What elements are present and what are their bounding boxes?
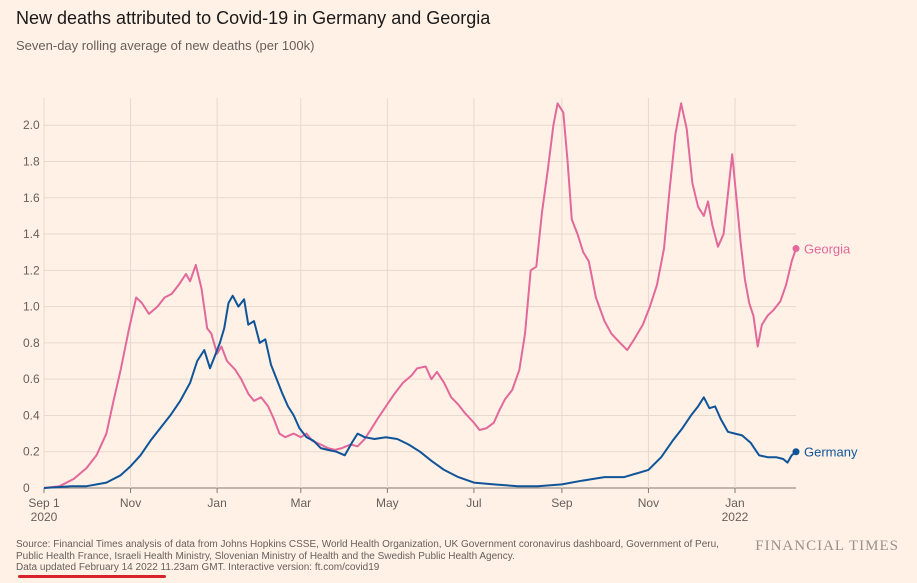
x-tick-label: Jan — [207, 496, 226, 510]
series-line-germany — [43, 294, 797, 489]
ft-logo: FINANCIAL TIMES — [755, 538, 899, 554]
x-tick-label: Mar — [290, 496, 311, 510]
x-tick-label: May — [376, 496, 399, 510]
y-tick-label: 0.8 — [23, 336, 40, 350]
underline-highlight — [18, 575, 166, 578]
series-lines — [43, 102, 797, 489]
series-label-georgia: Georgia — [804, 242, 851, 257]
y-tick-label: 1.6 — [23, 191, 40, 205]
y-tick-label: 1.0 — [23, 300, 40, 314]
chart-subtitle: Seven-day rolling average of new deaths … — [16, 38, 315, 53]
y-tick-label: 0.2 — [23, 445, 40, 459]
y-tick-label: 1.8 — [23, 154, 40, 168]
y-tick-label: 0.6 — [23, 372, 40, 386]
y-axis: 0 0.2 0.4 0.6 0.8 1.0 1.2 1.4 1.6 1.8 2.0 — [23, 118, 40, 495]
x-tick-label: Sep — [551, 496, 573, 510]
x-tick-label: Jul — [466, 496, 481, 510]
series-end-dot-georgia — [792, 245, 800, 253]
series-labels: Georgia Germany — [792, 242, 858, 460]
y-tick-label: 0.4 — [23, 408, 40, 422]
x-tick-year-label: 2020 — [31, 510, 58, 524]
data-updated-note: Data updated February 14 2022 11.23am GM… — [16, 562, 380, 573]
grid — [43, 98, 796, 489]
y-tick-label: 0 — [23, 481, 30, 495]
series-label-germany: Germany — [804, 445, 858, 460]
y-tick-label: 1.2 — [23, 263, 40, 277]
x-tick-label: Nov — [120, 496, 141, 510]
x-tick-year-label: 2022 — [722, 510, 749, 524]
source-note: Source: Financial Times analysis of data… — [16, 539, 719, 562]
series-end-dot-germany — [792, 448, 800, 456]
x-tick-label: Sep 1 — [28, 496, 60, 510]
x-tick-label: Nov — [638, 496, 659, 510]
chart-title: New deaths attributed to Covid-19 in Ger… — [16, 8, 491, 28]
y-tick-label: 2.0 — [23, 118, 40, 132]
x-tick-label: Jan — [725, 496, 744, 510]
series-line-georgia — [43, 102, 797, 489]
y-tick-label: 1.4 — [23, 227, 40, 241]
